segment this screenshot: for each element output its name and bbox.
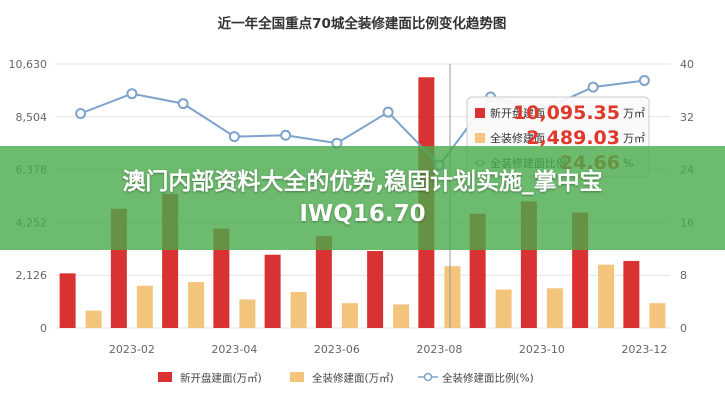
bar-new-launch-area bbox=[59, 273, 76, 328]
ratio-point bbox=[228, 131, 240, 143]
x-tick-label: 2023-04 bbox=[211, 343, 257, 356]
ratio-point bbox=[177, 98, 189, 110]
bar-new-launch-area bbox=[264, 254, 281, 328]
bar-decorated-area bbox=[393, 304, 410, 328]
chart-title: 近一年全国重点70城全装修建面比例变化趋势图 bbox=[218, 15, 507, 32]
bar-decorated-area bbox=[341, 303, 358, 328]
bar-decorated-area bbox=[444, 266, 461, 328]
tooltip-marker bbox=[475, 108, 485, 118]
tooltip-unit: 万㎡ bbox=[623, 107, 645, 120]
tooltip-value: 10,095.35 bbox=[513, 102, 620, 124]
y-left-tick-label: 2,126 bbox=[16, 269, 48, 282]
tooltip-label: 全装修建面 bbox=[490, 131, 545, 145]
y-right-tick-label: 8 bbox=[680, 269, 687, 282]
ratio-point bbox=[126, 88, 138, 100]
bar-decorated-area bbox=[598, 264, 615, 328]
tooltip-unit: 万㎡ bbox=[623, 132, 645, 145]
overlay-banner: 澳门内部资料大全的优势,稳固计划实施_掌中宝 IWQ16.70 bbox=[0, 146, 725, 250]
x-tick-label: 2023-06 bbox=[314, 343, 360, 356]
tooltip-value: 2,489.03 bbox=[526, 127, 620, 149]
y-right-tick-label: 40 bbox=[680, 58, 694, 71]
y-left-tick-label: 8,504 bbox=[16, 111, 48, 124]
bar-new-launch-area bbox=[623, 260, 640, 328]
x-tick-label: 2023-12 bbox=[621, 343, 667, 356]
ratio-point bbox=[280, 129, 292, 141]
x-axis: 2023-02 2023-04 2023-06 2023-08 2023-10 2023-… bbox=[109, 343, 667, 356]
bar-decorated-area bbox=[546, 288, 563, 328]
bar-decorated-area bbox=[188, 282, 205, 328]
ratio-point bbox=[382, 106, 394, 118]
legend-label: 新开盘建面(万㎡) bbox=[180, 372, 262, 385]
bar-new-launch-area bbox=[315, 236, 332, 328]
tooltip-label: 新开盘建面 bbox=[490, 106, 545, 120]
legend-swatch bbox=[423, 372, 433, 382]
bar-decorated-area bbox=[136, 285, 153, 328]
x-tick-label: 2023-02 bbox=[109, 343, 155, 356]
legend[interactable]: 新开盘建面(万㎡) 全装修建面(万㎡) 全装修建面比例(%) bbox=[158, 372, 534, 385]
legend-label: 全装修建面比例(%) bbox=[442, 372, 534, 385]
bar-decorated-area bbox=[495, 289, 512, 328]
bar-new-launch-area bbox=[213, 228, 230, 328]
y-right-tick-label: 32 bbox=[680, 111, 694, 124]
banner-line-1: 澳门内部资料大全的优势,稳固计划实施_掌中宝 bbox=[122, 169, 603, 195]
ratio-point bbox=[75, 108, 87, 119]
legend-label: 全装修建面(万㎡) bbox=[312, 372, 394, 385]
y-right-tick-label: 0 bbox=[680, 322, 687, 335]
bar-decorated-area bbox=[85, 310, 102, 328]
bar-decorated-area bbox=[290, 291, 307, 328]
bar-decorated-area bbox=[649, 303, 666, 328]
ratio-point bbox=[638, 75, 650, 86]
legend-swatch bbox=[290, 372, 304, 382]
y-left-tick-label: 0 bbox=[40, 322, 47, 335]
x-tick-label: 2023-10 bbox=[519, 343, 565, 356]
bar-new-launch-area bbox=[367, 251, 384, 328]
banner-line-2: IWQ16.70 bbox=[299, 201, 426, 227]
tooltip-marker bbox=[475, 133, 485, 143]
bar-decorated-area bbox=[239, 299, 256, 328]
x-tick-label: 2023-08 bbox=[416, 343, 462, 356]
y-left-tick-label: 10,630 bbox=[9, 58, 48, 71]
ratio-point bbox=[587, 81, 599, 93]
legend-swatch bbox=[158, 372, 172, 382]
